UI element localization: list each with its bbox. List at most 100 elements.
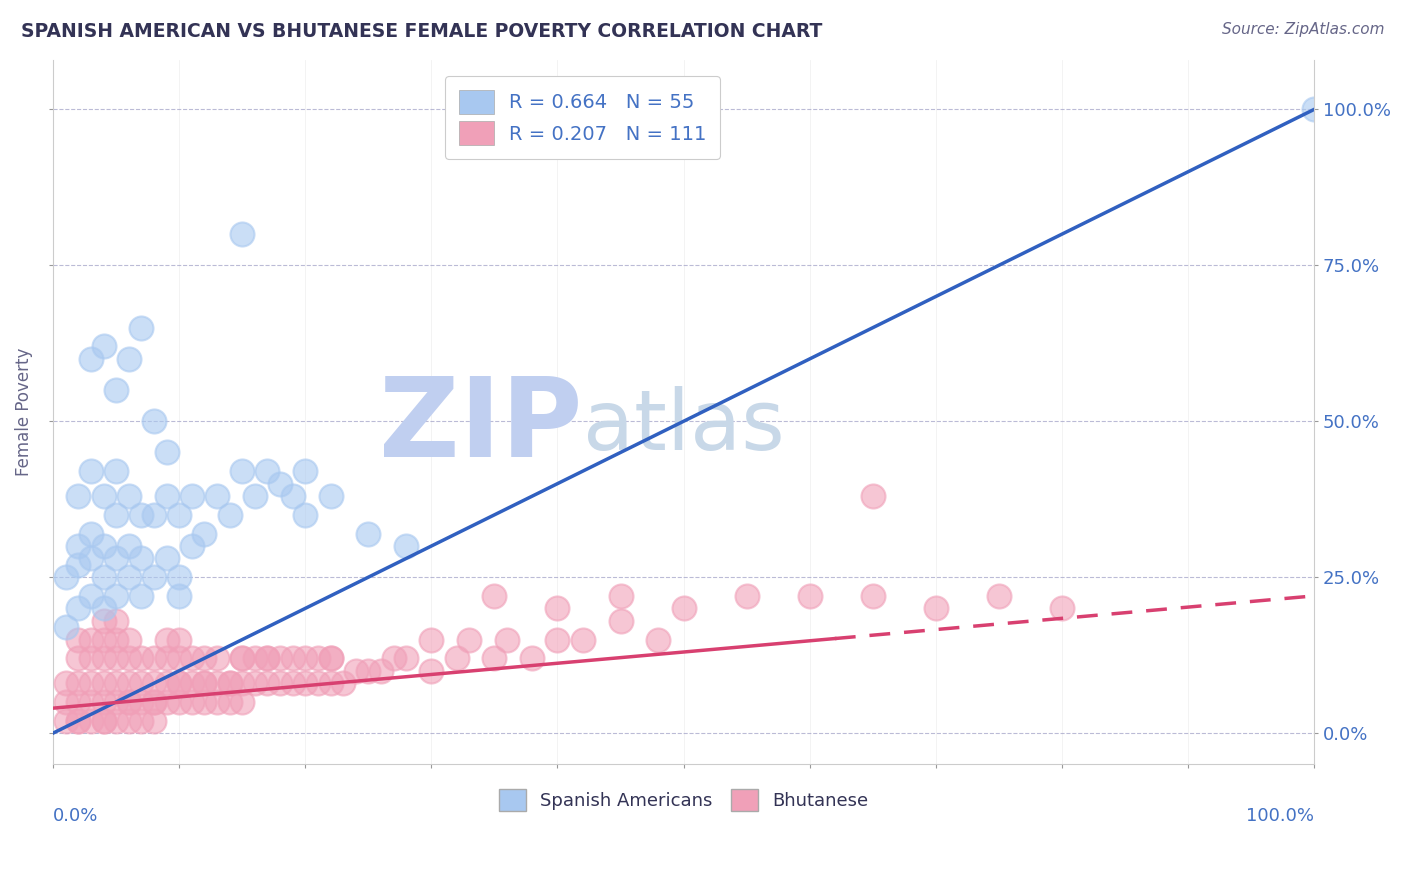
Point <box>93 714 115 728</box>
Point <box>1303 103 1326 117</box>
Point <box>118 570 141 584</box>
Point <box>370 664 392 678</box>
Point <box>205 676 228 690</box>
Text: atlas: atlas <box>582 385 785 467</box>
Point <box>294 508 316 522</box>
Point <box>395 539 418 553</box>
Point <box>193 695 215 709</box>
Point <box>118 676 141 690</box>
Text: ZIP: ZIP <box>380 373 582 480</box>
Point <box>307 651 329 665</box>
Point <box>193 526 215 541</box>
Point <box>105 383 128 397</box>
Point <box>167 589 190 603</box>
Point <box>67 539 90 553</box>
Point <box>131 695 153 709</box>
Point <box>307 676 329 690</box>
Point <box>143 676 166 690</box>
Point <box>193 676 215 690</box>
Point <box>105 614 128 628</box>
Point <box>143 570 166 584</box>
Point <box>256 464 278 478</box>
Point <box>143 414 166 428</box>
Point <box>118 695 141 709</box>
Point <box>647 632 669 647</box>
Point <box>105 589 128 603</box>
Point <box>446 651 468 665</box>
Point <box>131 651 153 665</box>
Point <box>167 570 190 584</box>
Point <box>294 651 316 665</box>
Point <box>131 508 153 522</box>
Point <box>105 676 128 690</box>
Point <box>93 539 115 553</box>
Point <box>67 558 90 572</box>
Point <box>256 651 278 665</box>
Point <box>925 601 948 615</box>
Point <box>93 489 115 503</box>
Point <box>131 676 153 690</box>
Point <box>93 632 115 647</box>
Point <box>1050 601 1073 615</box>
Point <box>167 676 190 690</box>
Point <box>205 489 228 503</box>
Point <box>382 651 405 665</box>
Point <box>193 676 215 690</box>
Point <box>218 695 240 709</box>
Point <box>105 651 128 665</box>
Point <box>156 676 179 690</box>
Point <box>862 589 884 603</box>
Point <box>484 589 506 603</box>
Point <box>118 632 141 647</box>
Point <box>67 676 90 690</box>
Point <box>167 695 190 709</box>
Point <box>231 227 253 242</box>
Point <box>193 651 215 665</box>
Point <box>93 651 115 665</box>
Point <box>420 664 443 678</box>
Point <box>231 651 253 665</box>
Point <box>496 632 519 647</box>
Point <box>105 632 128 647</box>
Point <box>93 614 115 628</box>
Point <box>799 589 821 603</box>
Point <box>218 676 240 690</box>
Point <box>67 695 90 709</box>
Point <box>180 489 202 503</box>
Point <box>80 632 103 647</box>
Point <box>67 714 90 728</box>
Point <box>118 489 141 503</box>
Point <box>67 489 90 503</box>
Point <box>105 464 128 478</box>
Point <box>80 551 103 566</box>
Point <box>231 676 253 690</box>
Point <box>156 445 179 459</box>
Point <box>218 508 240 522</box>
Point <box>987 589 1010 603</box>
Point <box>118 351 141 366</box>
Point <box>269 676 291 690</box>
Point <box>118 539 141 553</box>
Point <box>118 651 141 665</box>
Point <box>609 614 631 628</box>
Point <box>546 601 568 615</box>
Point <box>105 508 128 522</box>
Point <box>143 508 166 522</box>
Point <box>862 489 884 503</box>
Point <box>80 526 103 541</box>
Point <box>735 589 758 603</box>
Point <box>294 464 316 478</box>
Point <box>319 651 342 665</box>
Point <box>143 695 166 709</box>
Point <box>55 714 77 728</box>
Point <box>131 551 153 566</box>
Point <box>357 526 380 541</box>
Point <box>118 695 141 709</box>
Point <box>167 676 190 690</box>
Point <box>420 632 443 647</box>
Point <box>484 651 506 665</box>
Point <box>231 464 253 478</box>
Point <box>67 601 90 615</box>
Point <box>80 351 103 366</box>
Point <box>672 601 695 615</box>
